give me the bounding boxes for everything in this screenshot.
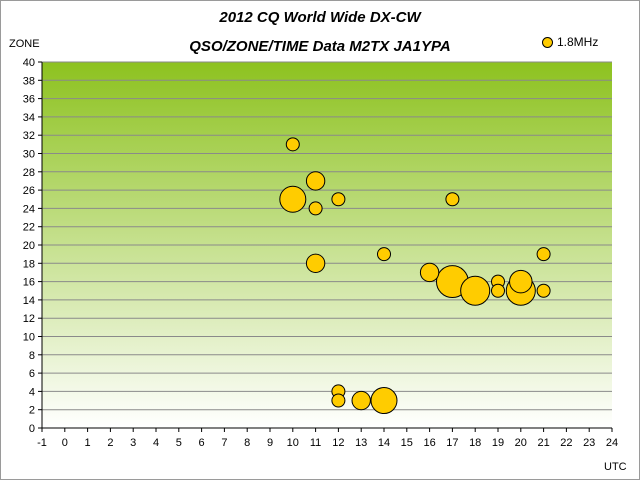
bubble-point xyxy=(509,269,533,294)
y-tick-label: 28 xyxy=(23,167,35,179)
x-tick-label: 22 xyxy=(560,437,572,449)
y-tick-label: 0 xyxy=(29,423,35,435)
chart-legend: 1.8MHz xyxy=(542,35,598,49)
y-tick-label: 40 xyxy=(23,57,35,69)
x-tick-label: 13 xyxy=(355,437,367,449)
bubble-point xyxy=(445,192,460,207)
x-tick-label: 15 xyxy=(401,437,413,449)
y-tick-label: 24 xyxy=(23,203,35,215)
y-axis-title: ZONE xyxy=(9,38,40,50)
y-tick-label: 6 xyxy=(29,368,35,380)
y-tick-label: 36 xyxy=(23,94,35,106)
y-tick-label: 8 xyxy=(29,350,35,362)
y-tick-label: 32 xyxy=(23,130,35,142)
y-tick-label: 18 xyxy=(23,258,35,270)
x-tick-label: 20 xyxy=(515,437,527,449)
y-tick-label: 4 xyxy=(29,386,35,398)
y-tick-label: 30 xyxy=(23,149,35,161)
y-tick-label: 14 xyxy=(23,295,35,307)
bubble-point xyxy=(331,192,346,207)
x-tick-label: 4 xyxy=(153,437,159,449)
x-tick-label: -1 xyxy=(37,437,47,449)
x-tick-label: 14 xyxy=(378,437,390,449)
x-tick-label: 16 xyxy=(423,437,435,449)
bubble-point xyxy=(377,247,391,262)
legend-label: 1.8MHz xyxy=(557,35,599,49)
y-tick-label: 2 xyxy=(29,405,35,417)
chart-title: 2012 CQ World Wide DX-CW xyxy=(219,9,421,26)
bubble-point xyxy=(308,201,323,216)
y-tick-label: 22 xyxy=(23,222,35,234)
y-tick-label: 26 xyxy=(23,185,35,197)
x-tick-label: 24 xyxy=(606,437,618,449)
x-tick-label: 12 xyxy=(332,437,344,449)
y-tick-label: 34 xyxy=(23,112,35,124)
x-tick-label: 10 xyxy=(287,437,299,449)
x-tick-label: 7 xyxy=(221,437,227,449)
bubble-point xyxy=(351,390,371,411)
x-tick-label: 6 xyxy=(199,437,205,449)
bubble-point xyxy=(536,247,551,262)
bubble-point xyxy=(331,393,346,408)
x-tick-label: 23 xyxy=(583,437,595,449)
bubble-point xyxy=(460,275,491,306)
x-tick-label: 5 xyxy=(176,437,182,449)
bubble-point xyxy=(305,253,326,273)
y-tick-label: 12 xyxy=(23,313,35,325)
bubble-point xyxy=(305,171,326,191)
legend-marker xyxy=(542,36,553,48)
bubble-point xyxy=(419,262,440,283)
x-tick-label: 1 xyxy=(85,437,91,449)
y-tick-label: 10 xyxy=(23,332,35,344)
x-tick-label: 21 xyxy=(537,437,549,449)
y-tick-label: 38 xyxy=(23,75,35,87)
x-tick-label: 11 xyxy=(310,437,321,449)
bubble-point xyxy=(536,283,551,298)
x-tick-label: 19 xyxy=(492,437,504,449)
x-tick-label: 9 xyxy=(267,437,273,449)
bubble-point xyxy=(285,137,300,152)
x-tick-label: 8 xyxy=(244,437,250,449)
x-tick-label: 0 xyxy=(62,437,68,449)
x-tick-label: 3 xyxy=(130,437,136,449)
bubble-point xyxy=(491,283,505,298)
x-tick-label: 2 xyxy=(107,437,113,449)
y-tick-label: 20 xyxy=(23,240,35,252)
bubble-point xyxy=(279,185,307,213)
y-tick-label: 16 xyxy=(23,277,35,289)
x-axis-title: UTC xyxy=(604,461,627,473)
bubble-point xyxy=(370,387,398,415)
x-tick-label: 18 xyxy=(469,437,481,449)
x-tick-label: 17 xyxy=(446,437,458,449)
chart-subtitle: QSO/ZONE/TIME Data M2TX JA1YPA xyxy=(189,38,451,55)
